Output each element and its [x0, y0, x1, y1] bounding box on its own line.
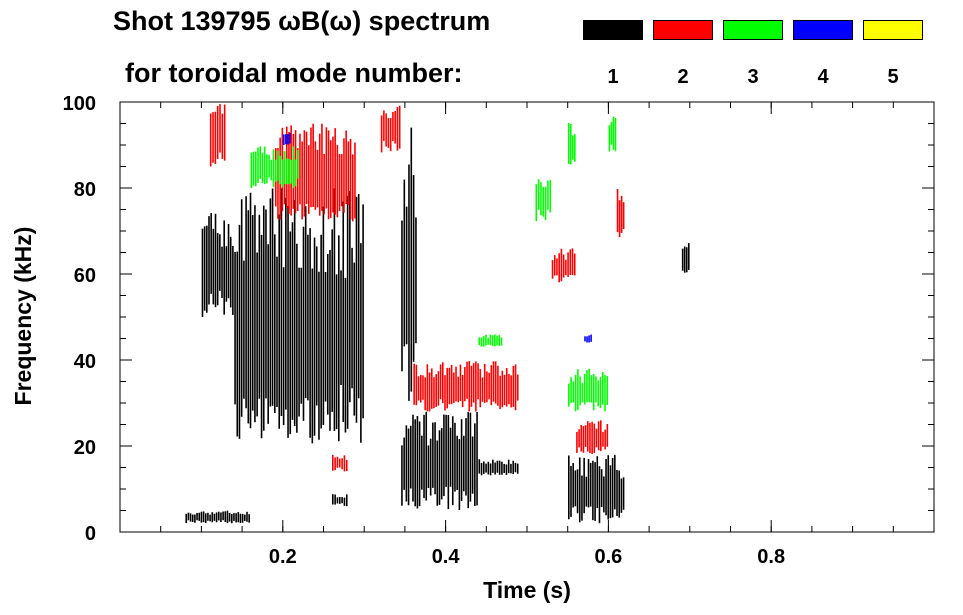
legend-swatch-2 [653, 20, 713, 40]
mode-3-region [250, 146, 299, 188]
mode-3-region [535, 179, 552, 222]
legend-swatch-1 [583, 20, 643, 40]
mode-3-region [608, 116, 617, 152]
mode-2-region [380, 105, 401, 153]
mode-2-region [209, 104, 226, 167]
mode-1-region [332, 494, 348, 507]
y-tick-label: 100 [63, 93, 96, 115]
chart-title: Shot 139795 ωB(ω) spectrum [113, 6, 491, 36]
mode-1-region [401, 127, 417, 401]
chart-subtitle: for toroidal mode number: [125, 58, 463, 88]
y-tick-label: 40 [74, 351, 96, 373]
mode-2-region [332, 454, 348, 472]
mode-1-region [681, 243, 690, 273]
legend-label-3: 3 [747, 66, 759, 88]
mode-2-region [551, 248, 576, 283]
legend-swatch-4 [793, 20, 853, 40]
legend-swatch-5 [863, 20, 923, 40]
y-tick-label: 60 [74, 265, 96, 287]
mode-1-region [567, 454, 625, 524]
mode-1-region [401, 411, 478, 511]
mode-2-region [616, 188, 625, 238]
x-tick-label: 0.8 [757, 546, 785, 568]
x-tick-label: 0.6 [594, 546, 622, 568]
x-tick-label: 0.4 [432, 546, 461, 568]
mode-4-region [283, 132, 291, 145]
mode-2-region [576, 420, 609, 454]
mode-4-region [584, 334, 592, 343]
legend-swatch-3 [723, 20, 783, 40]
mode-1-region [478, 459, 519, 476]
x-axis-label: Time (s) [483, 577, 571, 603]
mode-2-region [413, 361, 519, 412]
legend-label-2: 2 [677, 66, 689, 88]
mode-3-region [568, 368, 609, 412]
mode-1-region [201, 212, 234, 317]
mode-1-region [234, 188, 364, 444]
mode-3-region [567, 122, 576, 165]
legend-label-1: 1 [607, 66, 619, 88]
legend-label-5: 5 [887, 66, 899, 88]
x-tick-label: 0.2 [269, 546, 297, 568]
mode-3-region [478, 334, 503, 347]
y-axis-label: Frequency (kHz) [10, 227, 36, 406]
y-tick-label: 0 [85, 523, 96, 545]
mode-1-region [185, 510, 250, 524]
y-tick-label: 20 [74, 437, 96, 459]
legend-label-4: 4 [817, 66, 829, 88]
y-tick-label: 80 [74, 179, 96, 201]
